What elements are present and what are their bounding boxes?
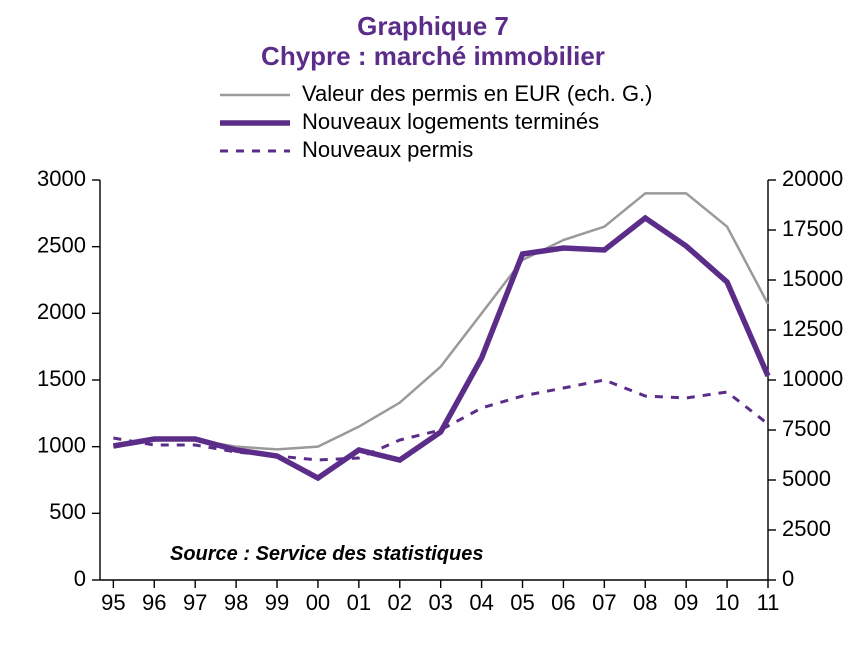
x-tick-label: 05 [510,590,534,615]
y-right-tick-label: 5000 [782,466,831,491]
x-tick-label: 06 [551,590,575,615]
source-label: Source : Service des statistiques [170,543,483,565]
y-left-tick-label: 3000 [37,166,86,191]
x-tick-label: 09 [674,590,698,615]
x-tick-label: 07 [592,590,616,615]
y-right-tick-label: 0 [782,566,794,591]
x-tick-label: 01 [347,590,371,615]
x-tick-label: 00 [306,590,330,615]
chart-title: Chypre : marché immobilier [261,41,605,71]
y-right-tick-label: 10000 [782,366,843,391]
y-left-tick-label: 1000 [37,432,86,457]
chart-container: Graphique 7Chypre : marché immobilier Val… [0,0,866,658]
legend-label: Valeur des permis en EUR (ech. G.) [302,81,653,106]
y-left-tick-label: 0 [74,566,86,591]
y-right-tick-label: 2500 [782,516,831,541]
x-tick-label: 03 [428,590,452,615]
y-right-tick-label: 20000 [782,166,843,191]
x-tick-label: 96 [142,590,166,615]
x-tick-label: 08 [633,590,657,615]
chart-title: Graphique 7 [357,11,509,41]
x-tick-label: 02 [388,590,412,615]
y-right-tick-label: 7500 [782,416,831,441]
x-tick-label: 95 [101,590,125,615]
y-left-tick-label: 2000 [37,299,86,324]
legend-label: Nouveaux permis [302,137,473,162]
y-left-tick-label: 500 [49,499,86,524]
x-tick-label: 11 [757,590,780,615]
legend-label: Nouveaux logements terminés [302,109,599,134]
y-left-tick-label: 2500 [37,232,86,257]
y-right-tick-label: 15000 [782,266,843,291]
x-tick-label: 99 [265,590,289,615]
x-tick-label: 98 [224,590,248,615]
x-tick-label: 04 [469,590,493,615]
line-chart: Graphique 7Chypre : marché immobilier Val… [0,0,866,658]
x-tick-label: 10 [715,590,739,615]
y-left-tick-label: 1500 [37,366,86,391]
y-right-tick-label: 17500 [782,216,843,241]
x-tick-label: 97 [183,590,207,615]
y-right-tick-label: 12500 [782,316,843,341]
